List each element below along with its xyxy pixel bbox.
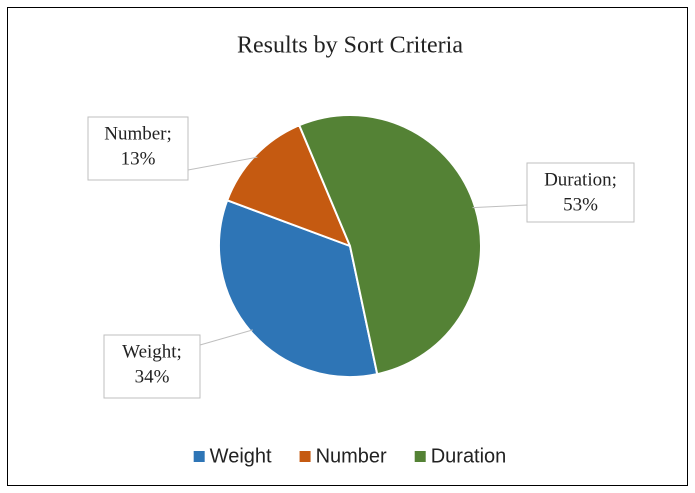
legend-label: Duration (431, 445, 507, 467)
leader-line (472, 204, 528, 209)
pie-slice (218, 199, 379, 378)
data-label-name: Weight; (122, 341, 182, 362)
pie-slice (225, 123, 352, 248)
legend: Weight Number Duration (193, 445, 507, 467)
data-label-value: 34% (135, 366, 170, 387)
data-label-box (87, 116, 189, 181)
data-label-name: Duration; (544, 169, 617, 190)
legend-label: Number (316, 445, 387, 467)
data-label-box (526, 162, 635, 223)
legend-swatch (193, 451, 205, 462)
data-label-name: Number; (104, 123, 172, 144)
leader-line (187, 156, 258, 171)
data-label-box (103, 334, 201, 399)
legend-swatch (414, 451, 426, 462)
legend-label: Weight (210, 445, 272, 467)
legend-swatch (299, 451, 311, 462)
data-label-value: 13% (121, 148, 156, 169)
data-label-value: 53% (563, 194, 598, 215)
chart-title: Results by Sort Criteria (237, 33, 463, 59)
leader-line (199, 329, 253, 346)
pie-slice (297, 114, 482, 376)
